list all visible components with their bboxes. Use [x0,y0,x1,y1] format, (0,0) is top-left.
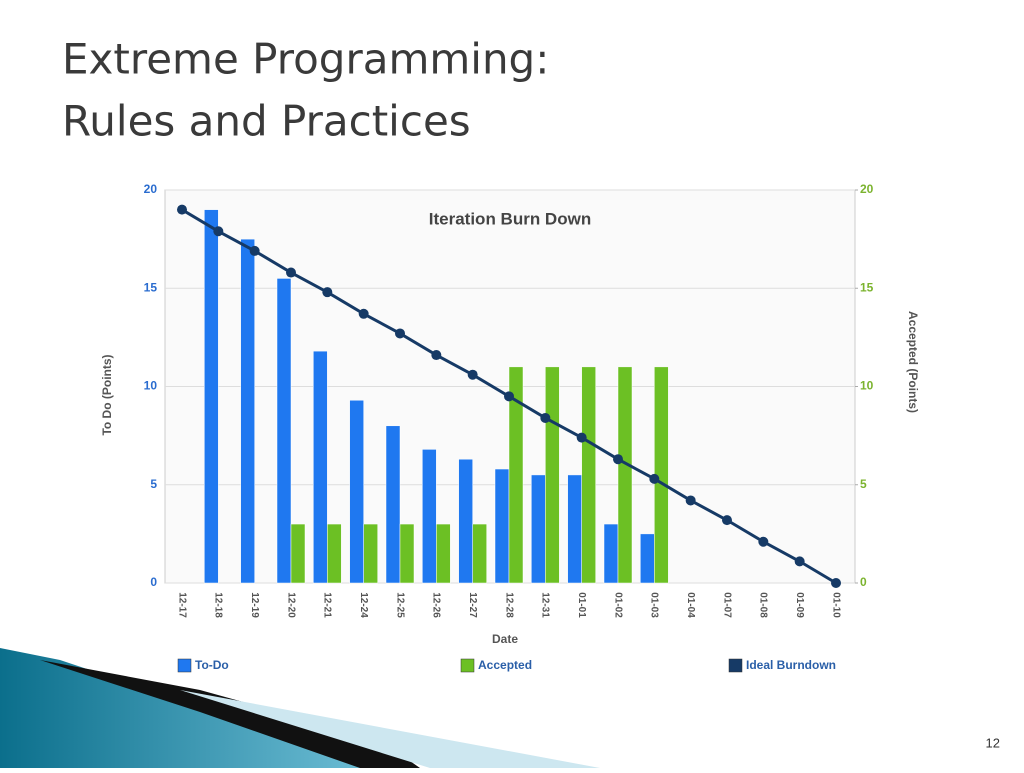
point [249,245,260,256]
point [431,350,442,361]
point [213,226,224,237]
bar [349,400,364,584]
bar [363,523,378,584]
chart-title: Iteration Burn Down [429,209,591,228]
x-tick-label: 01-08 [758,592,769,618]
decor-swoosh-light [180,690,600,768]
y2-tick-label: 0 [860,575,867,589]
point [286,267,296,278]
x-tick-label: 12-28 [503,592,514,618]
point [395,328,405,339]
bar [240,238,255,584]
bar [567,474,582,584]
point [685,495,696,506]
point [177,204,187,215]
bar [603,523,619,584]
x-tick-label: 01-02 [612,592,623,618]
x-tick-label: 01-10 [830,592,841,618]
slide-title: Extreme Programming: [62,35,549,84]
x-tick-label: 12-27 [467,592,478,618]
point [831,578,841,588]
bar [581,366,596,584]
x-tick-label: 12-26 [431,592,442,618]
decor-swoosh-dark [40,660,420,768]
point [358,308,369,319]
x-tick-label: 12-25 [394,592,405,618]
bar [204,209,219,584]
y2-tick-label: 5 [860,477,867,491]
y-tick-label: 0 [150,575,157,589]
x-tick-label: 12-31 [540,592,551,618]
x-tick-label: 12-20 [285,592,296,618]
point [576,432,587,443]
bar [276,278,292,584]
legend-label: Accepted [478,658,532,672]
y-tick-label: 15 [144,280,158,294]
y2-axis-title: Accepted (Points) [906,311,920,413]
point [504,391,514,402]
legend-swatch [728,658,743,673]
x-tick-label: 12-24 [358,592,369,618]
y2-tick-label: 20 [860,182,874,196]
x-tick-label: 01-04 [685,592,696,618]
bar [399,523,415,584]
bar [508,366,524,584]
legend-swatch [460,658,475,673]
slide-title: Rules and Practices [62,97,471,146]
bar [290,523,306,584]
legend-label: Ideal Burndown [746,658,836,672]
bar [617,366,633,584]
y2-tick-label: 15 [860,280,874,294]
bar [436,523,451,584]
x-tick-label: 12-19 [249,592,260,618]
bar [494,468,510,584]
point [322,287,333,298]
point [613,454,623,465]
bar [313,350,328,584]
bar [531,474,546,584]
y-axis-title: To Do (Points) [100,354,114,435]
y-tick-label: 10 [144,379,158,393]
x-tick-label: 01-09 [794,592,805,618]
point [540,412,551,423]
x-tick-label: 01-01 [576,592,587,618]
bar [458,458,473,584]
x-tick-label: 12-17 [176,592,187,618]
y-tick-label: 20 [144,182,158,196]
bar [545,366,560,584]
bar [422,449,437,584]
x-tick-label: 12-18 [213,592,224,618]
legend-label: To-Do [195,658,229,672]
bar [385,425,401,584]
y2-tick-label: 10 [860,379,874,393]
point [794,556,805,567]
point [467,369,478,380]
x-axis-title: Date [492,632,518,646]
point [649,473,660,484]
x-tick-label: 01-07 [721,592,732,618]
bar [640,533,655,584]
legend-swatch [177,658,192,673]
x-tick-label: 01-03 [649,592,660,618]
bar [472,523,487,584]
bar [327,523,342,584]
page-number: 12 [986,735,1000,750]
y-tick-label: 5 [150,477,157,491]
x-tick-label: 12-21 [322,592,333,618]
point [758,536,769,547]
point [722,515,732,526]
